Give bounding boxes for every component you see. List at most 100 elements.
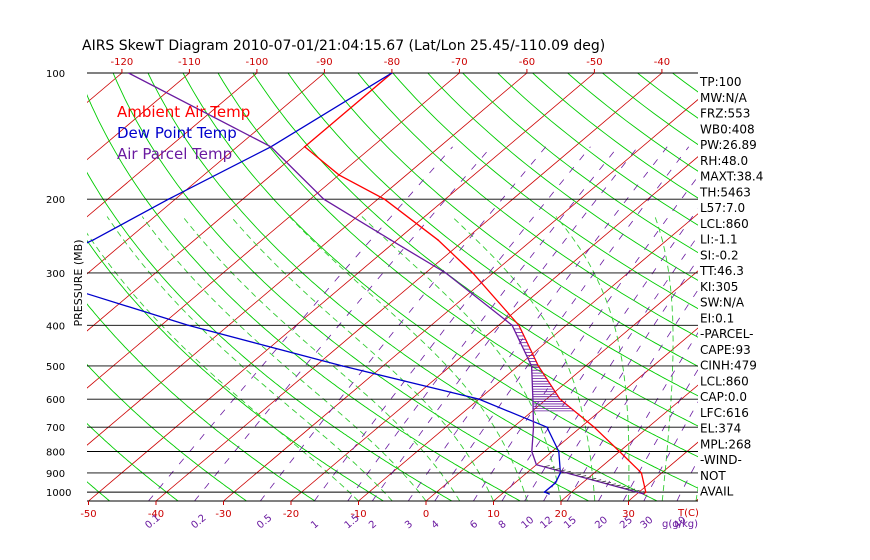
dry-adiabat-line xyxy=(497,73,698,226)
top-tick-label: -70 xyxy=(451,57,467,68)
dry-adiabat-line xyxy=(287,73,698,397)
dry-adiabat-line xyxy=(87,171,453,501)
series-point xyxy=(20,272,22,274)
surface-hatch-line xyxy=(638,491,645,494)
legend-entry: Dew Point Temp xyxy=(117,124,237,142)
dry-adiabat-line xyxy=(217,73,698,458)
dry-adiabat-line xyxy=(112,73,590,501)
top-tick-label: -100 xyxy=(246,57,269,68)
y-axis-title: PRESSURE (MB) xyxy=(72,240,85,327)
mixing-ratio-line xyxy=(371,146,639,501)
series-point xyxy=(391,73,393,74)
isotherm-line xyxy=(831,73,870,501)
series-point xyxy=(445,272,447,274)
index-entry: LFC:616 xyxy=(700,406,749,420)
series-point xyxy=(531,450,533,453)
surface-hatch-line xyxy=(554,468,561,471)
top-tick-label: -60 xyxy=(519,57,535,68)
series-point xyxy=(558,450,560,453)
series-point xyxy=(537,365,540,367)
index-entry: FRZ:553 xyxy=(700,107,750,121)
surface-hatch-line xyxy=(559,469,566,472)
dry-adiabat-line xyxy=(87,303,316,501)
isotherm-line xyxy=(493,327,698,501)
series-point xyxy=(437,239,439,241)
index-entry: RH:48.0 xyxy=(700,154,748,168)
mixing-axis-unit: g(g/kg) xyxy=(662,519,698,530)
bottom-tick-label: 20 xyxy=(555,509,568,520)
surface-hatch-line xyxy=(629,488,636,491)
surface-hatch-line xyxy=(624,487,631,490)
isotherm-line xyxy=(87,73,123,104)
dry-adiabat-line xyxy=(147,73,658,501)
series-point xyxy=(127,73,130,74)
pressure-tick-label: 100 xyxy=(46,69,65,80)
index-entry: TP:100 xyxy=(699,75,742,89)
surface-hatch-line xyxy=(580,475,587,478)
dry-adiabat-line xyxy=(357,73,698,338)
isotherm-line xyxy=(87,73,258,218)
series-point xyxy=(338,174,340,176)
series-point xyxy=(530,365,533,367)
bottom-tick-label: -50 xyxy=(80,509,96,520)
series-point xyxy=(270,146,272,148)
pressure-tick-label: 500 xyxy=(46,362,65,373)
index-entry: NOT xyxy=(700,469,726,483)
pressure-tick-label: 700 xyxy=(46,423,65,434)
pressure-tick-label: 200 xyxy=(46,195,65,206)
mixing-ratio-label: 0.5 xyxy=(255,513,274,532)
pressure-tick-label: 800 xyxy=(46,448,65,459)
series-point xyxy=(535,463,538,466)
index-entry: LCL:860 xyxy=(700,374,749,388)
dry-adiabat-line xyxy=(0,73,41,501)
bottom-tick-label: 30 xyxy=(622,509,635,520)
series-point xyxy=(383,198,386,200)
bottom-temp-axis: -50 -40 -30 -20 -10 0 10 20 30 xyxy=(80,501,635,520)
pressure-axis: 100 200 300 400 500 600 700 800 900 1000 xyxy=(46,69,71,499)
index-entry: -WIND- xyxy=(700,453,742,467)
bottom-tick-label: 10 xyxy=(487,509,500,520)
index-entry: SW:N/A xyxy=(700,296,745,310)
series-point xyxy=(472,272,474,274)
bottom-axis-unit: T(C) xyxy=(677,508,699,519)
surface-hatch-line xyxy=(600,480,607,483)
legend-entry: Ambient Air Temp xyxy=(117,103,250,121)
dry-adiabat-line xyxy=(87,481,110,501)
moist-adiabat-line xyxy=(87,232,359,501)
surface-hatch-line xyxy=(565,470,571,473)
legend-entry: Air Parcel Temp xyxy=(117,145,232,163)
surface-hatch-line xyxy=(570,472,577,475)
isobar-lines xyxy=(87,72,698,502)
dry-adiabat-line xyxy=(392,73,698,310)
isotherm-line xyxy=(425,270,698,501)
series-point xyxy=(341,365,344,367)
series-point xyxy=(543,491,546,493)
bottom-tick-label: -10 xyxy=(350,509,366,520)
dry-adiabat-line xyxy=(87,94,521,501)
moist-adiabat-line xyxy=(288,216,528,501)
isotherm-line xyxy=(87,73,528,446)
surface-hatch-line xyxy=(615,484,621,487)
index-entry: SI:-0.2 xyxy=(700,248,739,262)
top-tick-label: -40 xyxy=(654,57,670,68)
isotherm-line xyxy=(87,73,460,389)
top-tick-label: -50 xyxy=(586,57,602,68)
series-point xyxy=(618,450,621,453)
mixing-ratio-line xyxy=(148,146,453,501)
surface-hatch-line xyxy=(585,476,592,479)
pressure-tick-label: 1000 xyxy=(46,488,71,499)
bottom-tick-label: -20 xyxy=(283,509,299,520)
dry-adiabat-line xyxy=(812,73,870,501)
mixing-ratio-line xyxy=(566,289,698,501)
isotherm-line xyxy=(87,73,325,275)
index-entry: PW:26.89 xyxy=(700,138,757,152)
index-entry: LI:-1.1 xyxy=(700,233,738,247)
mixing-ratio-label: 1 xyxy=(309,519,321,532)
index-entry: LCL:860 xyxy=(700,217,749,231)
series-point xyxy=(187,324,189,327)
series-point xyxy=(548,493,550,495)
dry-adiabat-line xyxy=(742,73,870,501)
series-point xyxy=(303,146,306,148)
bottom-tick-label: -40 xyxy=(148,509,164,520)
